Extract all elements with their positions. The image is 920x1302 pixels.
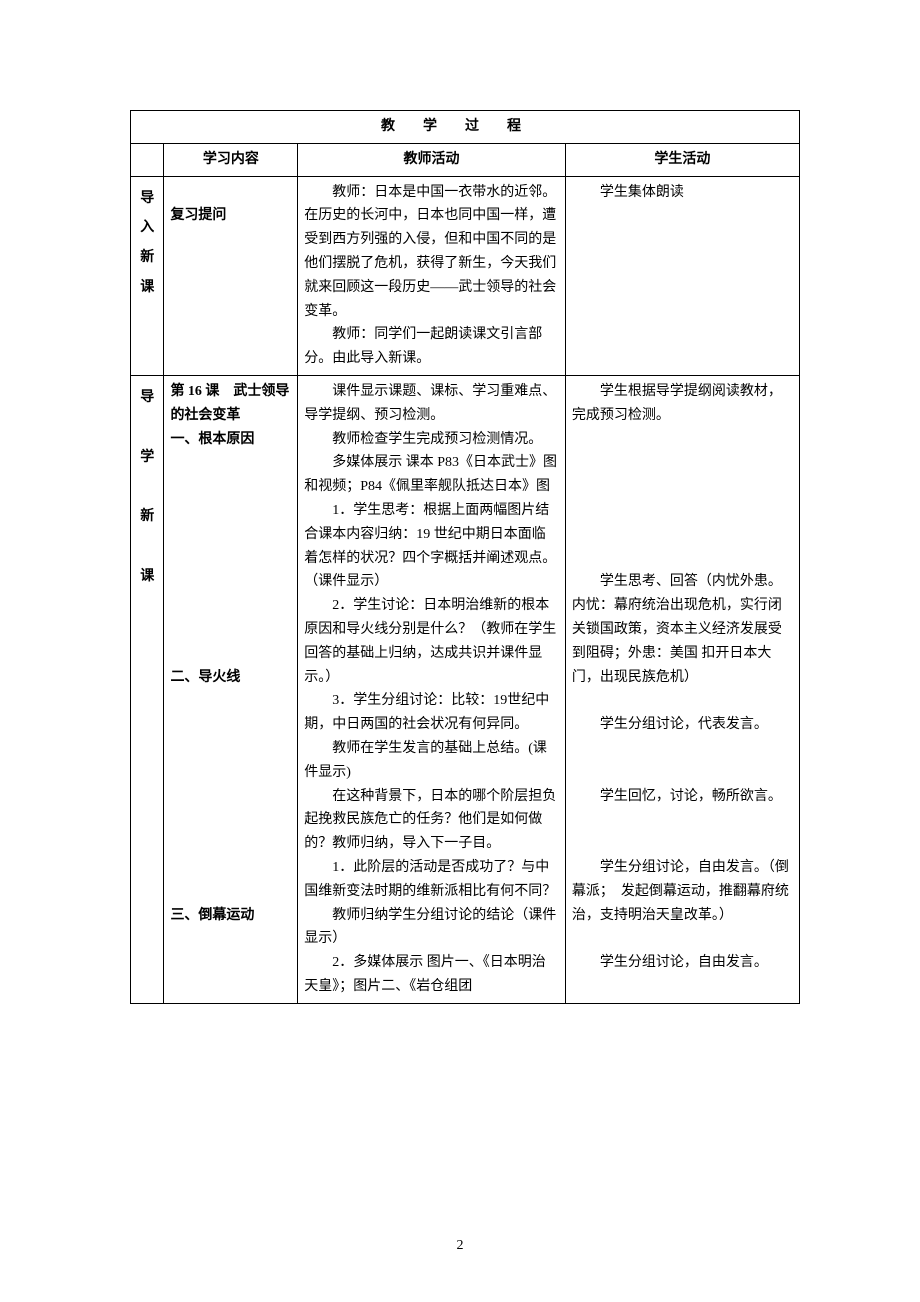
study-content-cell: 第 16 课 武士领导的社会变革 一、根本原因 二、导火线 三、倒幕运动 (164, 375, 298, 1003)
student-text: 学生根据导学提纲阅读教材，完成预习检测。 (572, 380, 793, 428)
subheading-fuse: 二、导火线 (170, 666, 291, 690)
teacher-text: 教师检查学生完成预习检测情况。 (304, 428, 559, 452)
teacher-text: 2．多媒体展示 图片一、《日本明治天皇》；图片二、《岩仓组团 (304, 951, 559, 999)
teacher-text: 教师在学生发言的基础上总结。(课件显示) (304, 737, 559, 785)
section-label-teach: 导 学 新 课 (131, 375, 164, 1003)
student-activity-cell: 学生集体朗读 (565, 176, 799, 375)
teacher-text: 1．此阶层的活动是否成功了？与中国维新变法时期的维新派相比有何不同？ (304, 856, 559, 904)
section-label-intro: 导 入 新 课 (131, 176, 164, 375)
teacher-text: 教师：日本是中国一衣带水的近邻。在历史的长河中，日本也同中国一样，遭受到西方列强… (304, 181, 559, 324)
student-text: 学生回忆，讨论，畅所欲言。 (572, 785, 793, 809)
header-blank (131, 143, 164, 176)
teacher-text: 1．学生思考：根据上面两幅图片结合课本内容归纳：19 世纪中期日本面临着怎样的状… (304, 499, 559, 594)
student-text: 学生分组讨论，自由发言。（倒幕派； 发起倒幕运动，推翻幕府统治，支持明治天皇改革… (572, 856, 793, 927)
header-teacher-activity: 教师活动 (298, 143, 566, 176)
header-study-content: 学习内容 (164, 143, 298, 176)
teacher-activity-cell: 教师：日本是中国一衣带水的近邻。在历史的长河中，日本也同中国一样，遭受到西方列强… (298, 176, 566, 375)
lesson-plan-table: 教学过程 学习内容 教师活动 学生活动 导 入 新 课 复习提问 教师：日本是中… (130, 110, 800, 1004)
student-text: 学生分组讨论，自由发言。 (572, 951, 793, 975)
student-activity-cell: 学生根据导学提纲阅读教材，完成预习检测。 学生思考、回答（内忧外患。内忧：幕府统… (565, 375, 799, 1003)
page-number: 2 (0, 1238, 920, 1254)
teacher-text: 课件显示课题、课标、学习重难点、导学提纲、预习检测。 (304, 380, 559, 428)
teacher-text: 2．学生讨论：日本明治维新的根本原因和导火线分别是什么？（教师在学生回答的基础上… (304, 594, 559, 689)
teacher-text: 3．学生分组讨论：比较：19世纪中期，中日两国的社会状况有何异同。 (304, 689, 559, 737)
header-student-activity: 学生活动 (565, 143, 799, 176)
table-title: 教学过程 (131, 111, 800, 144)
lesson-title: 第 16 课 武士领导的社会变革 (170, 380, 291, 428)
student-text: 学生分组讨论，代表发言。 (572, 713, 793, 737)
table-row: 导 入 新 课 复习提问 教师：日本是中国一衣带水的近邻。在历史的长河中，日本也… (131, 176, 800, 375)
teacher-text: 教师：同学们一起朗读课文引言部分。由此导入新课。 (304, 323, 559, 371)
review-question-label: 复习提问 (170, 204, 291, 228)
subheading-overthrow: 三、倒幕运动 (170, 904, 291, 928)
teacher-text: 教师归纳学生分组讨论的结论（课件显示） (304, 904, 559, 952)
teacher-text: 在这种背景下，日本的哪个阶层担负起挽救民族危亡的任务？他们是如何做的？教师归纳，… (304, 785, 559, 856)
table-row: 导 学 新 课 第 16 课 武士领导的社会变革 一、根本原因 二、导火线 三、… (131, 375, 800, 1003)
student-text: 学生思考、回答（内忧外患。内忧：幕府统治出现危机，实行闭关锁国政策，资本主义经济… (572, 570, 793, 689)
study-content-cell: 复习提问 (164, 176, 298, 375)
teacher-text: 多媒体展示 课本 P83《日本武士》图和视频；P84《佩里率舰队抵达日本》图 (304, 451, 559, 499)
teacher-activity-cell: 课件显示课题、课标、学习重难点、导学提纲、预习检测。 教师检查学生完成预习检测情… (298, 375, 566, 1003)
subheading-root-cause: 一、根本原因 (170, 428, 291, 452)
student-text: 学生集体朗读 (572, 181, 793, 205)
